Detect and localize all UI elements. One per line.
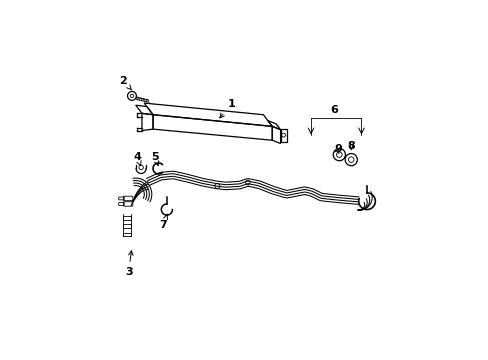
Text: 6: 6 xyxy=(329,105,337,115)
Text: 7: 7 xyxy=(159,214,167,230)
Text: 5: 5 xyxy=(151,152,159,166)
Text: 8: 8 xyxy=(346,141,354,151)
Text: 9: 9 xyxy=(334,144,342,154)
Bar xyxy=(280,129,286,141)
Bar xyxy=(122,224,131,228)
Bar xyxy=(122,233,131,237)
Text: 3: 3 xyxy=(124,251,133,277)
Text: 2: 2 xyxy=(119,76,131,90)
Text: 4: 4 xyxy=(133,152,141,166)
Bar xyxy=(122,216,131,220)
Text: 1: 1 xyxy=(220,99,235,118)
